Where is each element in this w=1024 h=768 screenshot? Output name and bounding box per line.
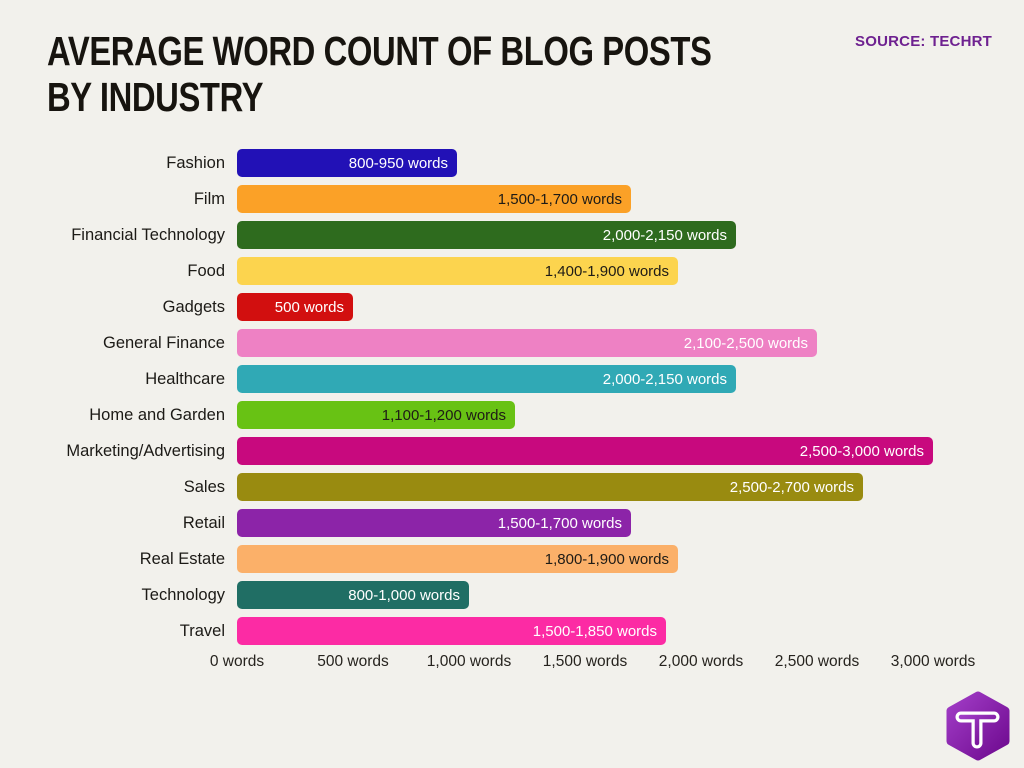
bar-film: 1,500-1,700 words bbox=[237, 185, 631, 213]
bar-travel: 1,500-1,850 words bbox=[237, 617, 666, 645]
bar-row-home-and-garden: Home and Garden 1,100-1,200 words bbox=[0, 397, 1024, 433]
bar-row-retail: Retail 1,500-1,700 words bbox=[0, 505, 1024, 541]
bar-sales: 2,500-2,700 words bbox=[237, 473, 863, 501]
category-label: Food bbox=[187, 261, 225, 280]
bar-value-label: 2,500-3,000 words bbox=[799, 442, 924, 460]
category-label: Marketing/Advertising bbox=[66, 441, 225, 460]
bar-value-label: 1,400-1,900 words bbox=[544, 262, 669, 280]
bar-row-general-finance: General Finance 2,100-2,500 words bbox=[0, 325, 1024, 361]
x-tick-label: 2,000 words bbox=[658, 653, 744, 670]
category-label: Retail bbox=[182, 513, 225, 532]
bar-row-technology: Technology 800-1,000 words bbox=[0, 577, 1024, 613]
category-label: Healthcare bbox=[145, 369, 225, 388]
bar-row-sales: Sales 2,500-2,700 words bbox=[0, 469, 1024, 505]
category-label: Financial Technology bbox=[71, 225, 225, 244]
bar-value-label: 800-1,000 words bbox=[348, 586, 460, 604]
bar-row-food: Food 1,400-1,900 words bbox=[0, 253, 1024, 289]
bar-value-label: 1,500-1,700 words bbox=[497, 190, 622, 208]
techrt-logo-t-icon bbox=[955, 711, 1000, 749]
bar-financial-technology: 2,000-2,150 words bbox=[237, 221, 736, 249]
bar-value-label: 800-950 words bbox=[348, 154, 448, 172]
bar-food: 1,400-1,900 words bbox=[237, 257, 678, 285]
bar-row-gadgets: Gadgets 500 words bbox=[0, 289, 1024, 325]
bar-general-finance: 2,100-2,500 words bbox=[237, 329, 817, 357]
techrt-logo bbox=[946, 691, 1010, 761]
bar-fashion: 800-950 words bbox=[237, 149, 457, 177]
page-title: AVERAGE WORD COUNT OF BLOG POSTS BY INDU… bbox=[47, 28, 712, 121]
bar-real-estate: 1,800-1,900 words bbox=[237, 545, 678, 573]
bar-value-label: 1,800-1,900 words bbox=[544, 550, 669, 568]
bar-value-label: 2,100-2,500 words bbox=[683, 334, 808, 352]
bar-row-healthcare: Healthcare 2,000-2,150 words bbox=[0, 361, 1024, 397]
bar-row-travel: Travel 1,500-1,850 words bbox=[0, 613, 1024, 649]
bar-technology: 800-1,000 words bbox=[237, 581, 469, 609]
bar-healthcare: 2,000-2,150 words bbox=[237, 365, 736, 393]
bar-row-real-estate: Real Estate 1,800-1,900 words bbox=[0, 541, 1024, 577]
x-tick-label: 0 words bbox=[209, 653, 265, 670]
bar-marketing-advertising: 2,500-3,000 words bbox=[237, 437, 933, 465]
x-axis: 0 words 500 words 1,000 words 1,500 words 2,… bbox=[210, 649, 975, 675]
bar-row-financial-technology: Financial Technology 2,000-2,150 words bbox=[0, 217, 1024, 253]
bar-value-label: 2,000-2,150 words bbox=[602, 370, 727, 388]
category-label: Technology bbox=[141, 585, 225, 604]
bar-row-fashion: Fashion 800-950 words bbox=[0, 145, 1024, 181]
bar-value-label: 2,500-2,700 words bbox=[729, 478, 854, 496]
bar-retail: 1,500-1,700 words bbox=[237, 509, 631, 537]
bar-gadgets: 500 words bbox=[237, 293, 353, 321]
bar-chart: Fashion 800-950 words Film 1,500-1,700 word… bbox=[0, 145, 1024, 649]
category-label: Gadgets bbox=[162, 297, 225, 316]
x-tick-label: 3,000 words bbox=[890, 653, 976, 670]
bar-value-label: 2,000-2,150 words bbox=[602, 226, 727, 244]
bar-value-label: 1,100-1,200 words bbox=[381, 406, 506, 424]
bar-value-label: 1,500-1,700 words bbox=[497, 514, 622, 532]
category-label: Home and Garden bbox=[89, 405, 225, 424]
category-label: Sales bbox=[183, 477, 225, 496]
bar-value-label: 500 words bbox=[274, 298, 344, 316]
x-tick-label: 500 words bbox=[317, 653, 389, 670]
source-credit: SOURCE: TECHRT bbox=[855, 33, 992, 50]
bar-value-label: 1,500-1,850 words bbox=[532, 622, 657, 640]
x-tick-label: 2,500 words bbox=[774, 653, 860, 670]
x-tick-label: 1,500 words bbox=[542, 653, 628, 670]
x-tick-label: 1,000 words bbox=[426, 653, 512, 670]
category-label: Travel bbox=[179, 621, 225, 640]
category-label: Film bbox=[193, 189, 225, 208]
category-label: Fashion bbox=[166, 153, 225, 172]
category-label: Real Estate bbox=[139, 549, 225, 568]
bar-home-and-garden: 1,100-1,200 words bbox=[237, 401, 515, 429]
category-label: General Finance bbox=[103, 333, 225, 352]
bar-row-marketing-advertising: Marketing/Advertising 2,500-3,000 words bbox=[0, 433, 1024, 469]
bar-row-film: Film 1,500-1,700 words bbox=[0, 181, 1024, 217]
